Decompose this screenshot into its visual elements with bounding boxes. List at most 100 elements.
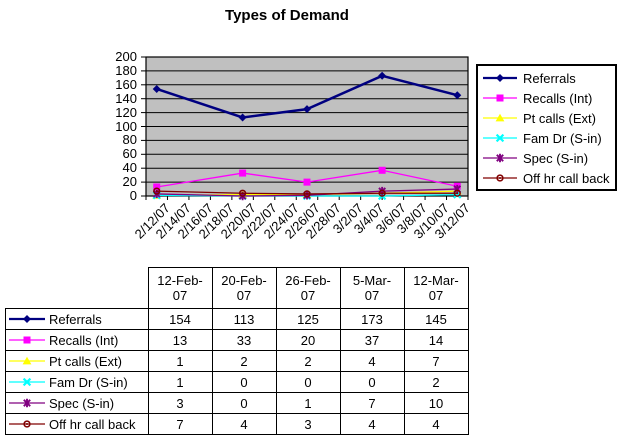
table-row: Pt calls (Ext) 1 2 2 4 7 [5,350,469,372]
table-cell: 0 [339,371,405,393]
table-cell: 3 [275,413,341,435]
table-corner-cell [6,268,149,309]
table-header-cell: 12-Mar-07 [403,267,469,309]
table-cell: 0 [211,371,277,393]
y-axis-label: 60 [122,146,137,162]
table-cell: 173 [339,308,405,330]
series-key-icon [9,420,45,428]
y-axis-label: 160 [115,76,137,92]
table-row-label-text: Spec (S-in) [49,395,115,411]
table-row: Spec (S-in) 3 0 1 7 10 [5,392,469,414]
table-row: Recalls (Int) 13 33 20 37 14 [5,329,469,351]
table-row: Referrals 154 113 125 173 145 [5,308,469,330]
table-cell: 1 [275,392,341,414]
key-marker-spec-s-in [496,153,504,163]
marker-recalls-int [153,183,161,191]
y-axis-label: 100 [115,118,137,134]
table-cell: 154 [147,308,213,330]
series-key-icon [9,315,45,323]
marker-recalls-int [378,166,386,174]
key-marker-spec-s-in [23,398,31,408]
table-row-label: Referrals [5,308,149,330]
table-cell: 37 [339,329,405,351]
key-marker-pt-calls-ext [495,113,505,122]
key-marker-off-hr-call-back [496,174,504,182]
table-header-cell: 12-Feb-07 [147,267,213,309]
key-marker-recalls-int [23,336,31,344]
table-row-label: Spec (S-in) [5,392,149,414]
legend-label: Spec (S-in) [523,150,589,166]
legend-item-off-hr-call-back: Off hr call back [478,168,615,188]
y-axis-label: 80 [122,132,137,148]
demand-line-chart [141,56,469,201]
table-cell: 2 [275,350,341,372]
table-cell: 7 [147,413,213,435]
marker-referrals [303,105,311,114]
table-cell: 7 [339,392,405,414]
series-key-icon [9,377,45,387]
table-cell: 2 [211,350,277,372]
table-cell: 125 [275,308,341,330]
table-header-cell: 26-Feb-07 [275,267,341,309]
key-marker-recalls-int [496,94,504,102]
legend-item-spec-s-in: Spec (S-in) [478,148,615,168]
series-key-icon [9,336,45,344]
table-row-label: Recalls (Int) [5,329,149,351]
legend-label: Pt calls (Ext) [523,110,596,126]
series-key-icon [483,94,517,102]
marker-recalls-int [239,169,247,177]
table-row-label-text: Pt calls (Ext) [49,353,122,369]
legend-label: Off hr call back [523,170,610,186]
marker-off-hr-call-back [378,189,386,197]
table-header-cell: 20-Feb-07 [211,267,277,309]
chart-legend: Referrals Recalls (Int) Pt calls (Ext) Fam … [476,64,617,191]
table-cell: 4 [339,413,405,435]
legend-item-recalls-int: Recalls (Int) [478,88,615,108]
table-cell: 33 [211,329,277,351]
table-cell: 4 [403,413,469,435]
table-cell: 14 [403,329,469,351]
table-row-label: Fam Dr (S-in) [5,371,149,393]
marker-referrals [152,84,161,93]
marker-off-hr-call-back [238,189,247,197]
series-key-icon [483,133,517,143]
key-marker-pt-calls-ext [22,356,32,365]
table-row-label-text: Off hr call back [49,416,136,432]
table-cell: 7 [403,350,469,372]
key-marker-off-hr-call-back [23,420,31,428]
table-cell: 145 [403,308,469,330]
table-header-cell: 5-Mar-07 [339,267,405,309]
table-row-label-text: Recalls (Int) [49,332,119,348]
series-key-icon [9,398,45,408]
table-cell: 1 [147,350,213,372]
marker-off-hr-call-back [153,187,161,195]
table-row-label-text: Fam Dr (S-in) [49,374,128,390]
series-key-icon [483,113,517,122]
table-cell: 2 [403,371,469,393]
table-cell: 1 [147,371,213,393]
legend-item-pt-calls-ext: Pt calls (Ext) [478,108,615,128]
marker-recalls-int [303,178,311,186]
table-cell: 4 [339,350,405,372]
table-cell: 113 [211,308,277,330]
table-row-label: Off hr call back [5,413,149,435]
key-marker-referrals [23,315,31,323]
table-cell: 0 [211,392,277,414]
series-key-icon [483,153,517,163]
table-cell: 13 [147,329,213,351]
table-cell: 10 [403,392,469,414]
demand-data-table: 12-Feb-07 20-Feb-07 26-Feb-07 5-Mar-07 12-Ma… [5,267,469,435]
y-axis-label: 180 [115,62,137,78]
y-axis-label: 200 [115,49,137,64]
y-axis-label: 40 [122,160,137,176]
series-key-icon [483,174,517,182]
marker-referrals [378,71,387,80]
chart-title: Types of Demand [225,7,349,24]
legend-item-referrals: Referrals [478,68,615,88]
marker-off-hr-call-back [303,190,311,198]
series-key-icon [9,356,45,365]
y-axis-label: 140 [115,90,137,106]
legend-label: Referrals [523,70,576,86]
table-cell: 4 [211,413,277,435]
